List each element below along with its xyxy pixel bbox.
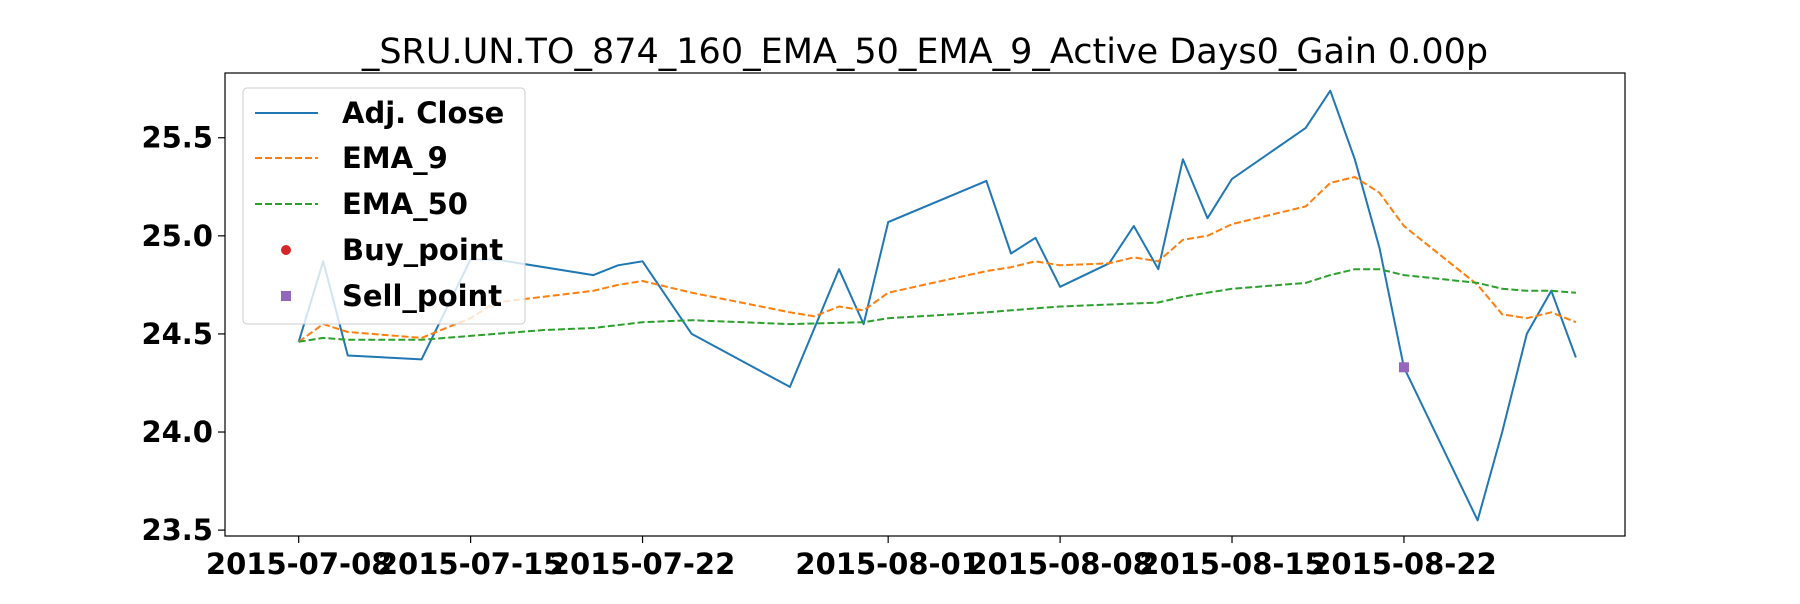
x-tick-label: 2015-07-22 [550,547,736,581]
series-line-ema-9 [298,176,1577,343]
legend-label: EMA_9 [342,141,448,175]
legend-label: Adj. Close [342,96,504,130]
x-tick-label: 2015-07-08 [206,547,392,581]
axes: 23.5 24.0 24.5 25.0 25.5 2015-07-082015-07-15… [141,121,1496,581]
legend-swatch-buy-point [281,245,291,255]
y-tick-label: 25.0 [141,219,213,253]
x-tick-label: 2015-08-15 [1139,547,1325,581]
legend-label: EMA_50 [342,187,468,221]
x-tick-label: 2015-08-22 [1311,547,1497,581]
plot-area [297,89,1577,522]
legend-label: Buy_point [342,233,503,267]
x-tick-label: 2015-07-15 [378,547,564,581]
y-tick-label: 24.0 [141,415,213,449]
chart-title: _SRU.UN.TO_874_160_EMA_50_EMA_9_Active D… [361,32,1488,72]
series-line-ema-50 [298,268,1576,343]
sell-point-marker [1398,362,1409,373]
plot-frame [224,72,1626,537]
legend: Adj. Close EMA_9 EMA_50 Buy_point Sell_point [242,87,526,325]
y-tick-label: 25.5 [141,121,213,155]
legend-label: Sell_point [342,279,502,313]
x-tick-label: 2015-08-08 [967,547,1153,581]
x-tick-label: 2015-08-01 [795,547,981,581]
y-tick-label: 23.5 [141,513,213,547]
legend-swatch-sell-point [281,291,291,301]
y-tick-label: 24.5 [141,317,213,351]
legend-box [242,87,526,325]
